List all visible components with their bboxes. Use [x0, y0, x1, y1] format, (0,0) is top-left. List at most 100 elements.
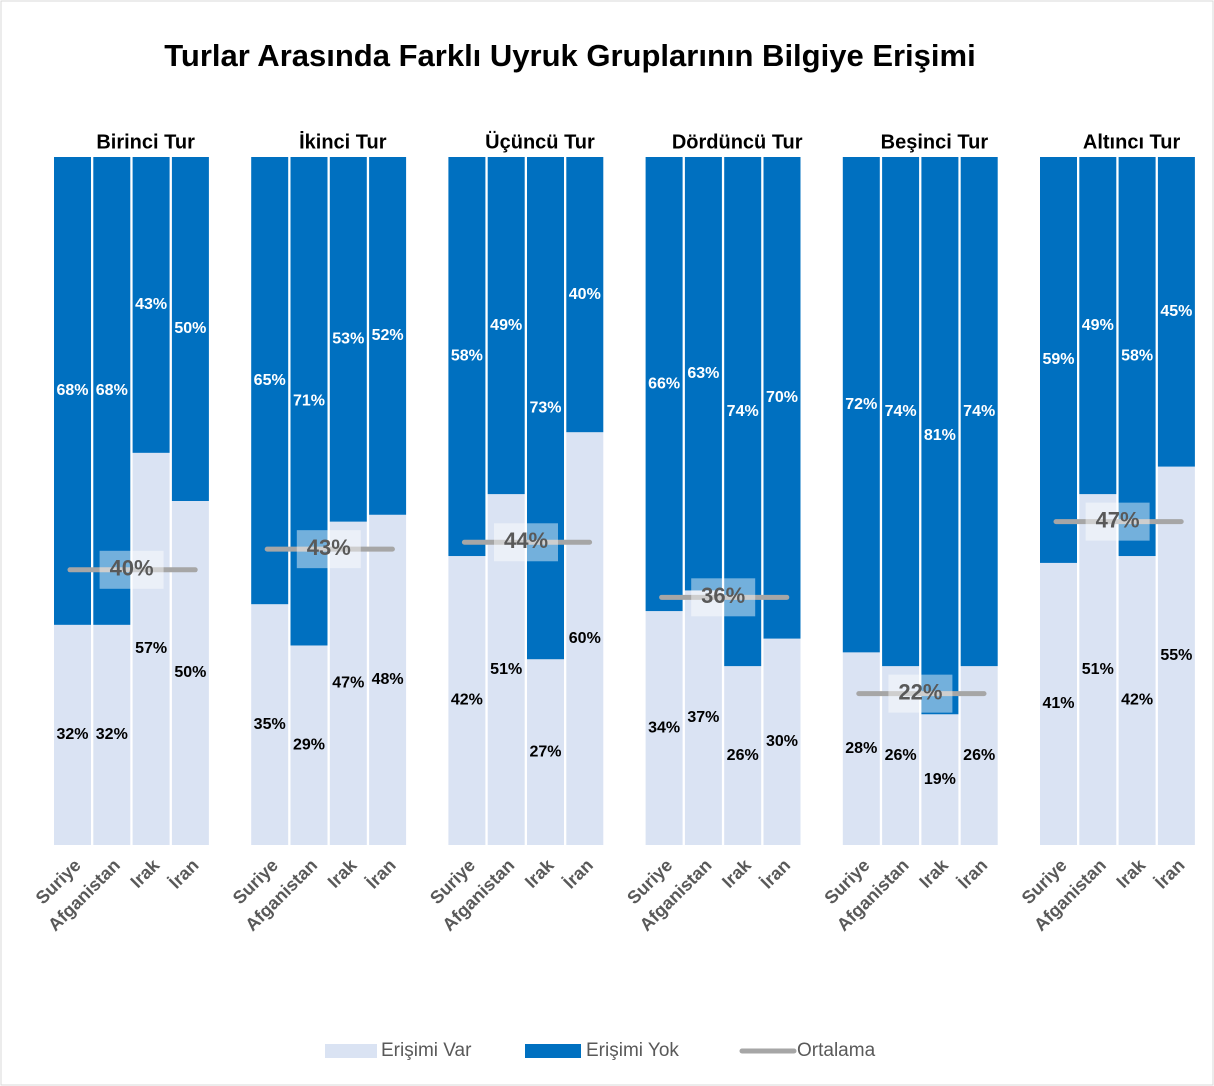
data-label: 47% — [332, 675, 364, 692]
data-label: 72% — [845, 396, 877, 413]
average-label: 40% — [110, 556, 154, 581]
group-label: Üçüncü Tur — [485, 130, 595, 153]
bar-segment — [329, 157, 367, 522]
bar-segment — [251, 604, 289, 845]
data-label: 81% — [924, 427, 956, 444]
bar-segment — [566, 157, 604, 433]
legend-swatch — [325, 1044, 377, 1058]
data-label: 48% — [372, 671, 404, 688]
bar-segment — [921, 714, 959, 845]
data-label: 34% — [648, 719, 680, 736]
bar-segment — [1079, 157, 1117, 495]
bar-segment — [448, 556, 486, 845]
bar-segment — [842, 652, 880, 845]
data-label: 74% — [963, 403, 995, 420]
bar-segment — [369, 157, 407, 515]
group-label: Birinci Tur — [96, 131, 195, 153]
legend-label: Erişimi Yok — [586, 1040, 679, 1061]
title-box: Turlar Arasında Farklı Uyruk Gruplarının… — [164, 38, 976, 73]
data-label: 73% — [529, 399, 561, 416]
data-label: 26% — [727, 747, 759, 764]
data-label: 71% — [293, 392, 325, 409]
legend-label: Ortalama — [797, 1040, 876, 1061]
bar-segment — [527, 659, 564, 845]
data-label: 32% — [56, 726, 88, 743]
data-label: 26% — [963, 747, 995, 764]
bar-segment — [921, 157, 959, 715]
bar-segment — [645, 611, 683, 845]
average-label-box — [296, 530, 361, 569]
data-label: 70% — [766, 389, 798, 406]
data-label: 52% — [372, 327, 404, 344]
bar-segment — [132, 157, 170, 453]
data-label: 40% — [569, 286, 601, 303]
data-label: 41% — [1042, 695, 1074, 712]
bar-segment — [93, 624, 131, 845]
data-label: 53% — [332, 331, 364, 348]
bar-segment — [645, 157, 683, 612]
bar-segment — [369, 514, 407, 845]
data-label: 50% — [174, 320, 206, 337]
group-label: Dördüncü Tur — [672, 131, 803, 153]
data-label: 42% — [1121, 692, 1153, 709]
bar-segment — [684, 590, 722, 845]
bar-segment — [763, 638, 801, 845]
group-label: Beşinci Tur — [881, 131, 989, 153]
bar-segment — [566, 432, 604, 845]
data-label: 45% — [1160, 303, 1192, 320]
legend-label: Erişimi Var — [381, 1040, 472, 1061]
bar-segment — [290, 157, 328, 646]
bar-segment — [763, 157, 801, 639]
group-label: İkinci Tur — [299, 130, 387, 153]
data-label: 59% — [1042, 351, 1074, 368]
bar-segment — [1157, 157, 1195, 467]
legend-swatch — [525, 1044, 581, 1058]
bar-segment — [448, 157, 486, 557]
bar-segment — [54, 624, 91, 845]
bar-segment — [93, 157, 131, 625]
data-label: 50% — [174, 664, 206, 681]
data-label: 58% — [451, 348, 483, 365]
average-label-box — [99, 550, 164, 589]
data-label: 55% — [1160, 647, 1192, 664]
bar-segment — [487, 157, 525, 495]
data-label: 65% — [254, 372, 286, 389]
bar-segment — [251, 157, 289, 605]
data-label: 49% — [490, 317, 522, 334]
data-label: 19% — [924, 771, 956, 788]
data-label: 63% — [687, 365, 719, 382]
data-label: 42% — [451, 692, 483, 709]
bar-segment — [329, 521, 367, 845]
data-label: 49% — [1082, 317, 1114, 334]
data-label: 74% — [727, 403, 759, 420]
average-label-box — [494, 523, 558, 562]
bar-segment — [882, 157, 920, 667]
data-label: 29% — [293, 736, 325, 753]
data-label: 35% — [254, 716, 286, 733]
bar-segment — [527, 157, 564, 660]
bar-segment — [1118, 157, 1156, 557]
data-label: 27% — [529, 743, 561, 760]
bar-segment — [724, 157, 762, 667]
data-label: 68% — [56, 382, 88, 399]
bar-segment — [960, 157, 998, 667]
bar-segment — [290, 645, 328, 845]
average-label: 47% — [1096, 507, 1140, 532]
bar-segment — [487, 494, 525, 845]
bar-segment — [171, 157, 209, 501]
average-label-box — [888, 674, 953, 713]
average-label-box — [691, 578, 756, 617]
bar-segment — [171, 501, 209, 845]
bar-segment — [1040, 157, 1077, 563]
bar-segment — [1157, 466, 1195, 845]
data-label: 32% — [96, 726, 128, 743]
data-label: 28% — [845, 740, 877, 757]
group-label: Altıncı Tur — [1083, 131, 1181, 153]
data-label: 74% — [885, 403, 917, 420]
bar-segment — [1040, 562, 1077, 845]
data-label: 60% — [569, 630, 601, 647]
chart-title: Turlar Arasında Farklı Uyruk Gruplarının… — [164, 38, 976, 73]
average-label: 36% — [701, 583, 745, 608]
bar-segment — [1079, 494, 1117, 845]
